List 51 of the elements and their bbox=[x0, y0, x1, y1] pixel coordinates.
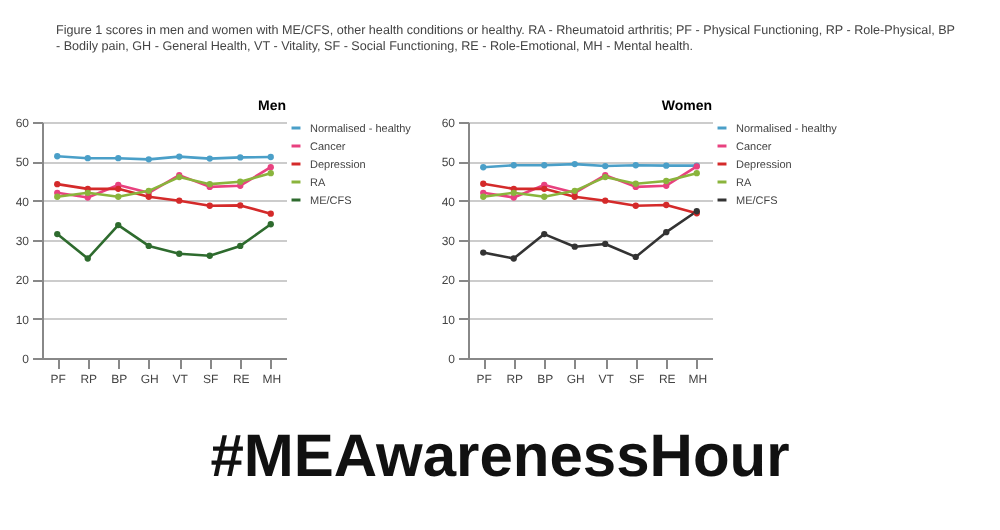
line-series bbox=[480, 180, 700, 217]
point bbox=[206, 202, 213, 209]
point bbox=[145, 156, 152, 163]
point bbox=[115, 193, 122, 200]
point bbox=[176, 153, 183, 160]
text: #MEAwarenessHour bbox=[208, 424, 792, 492]
point bbox=[602, 197, 609, 204]
point bbox=[267, 169, 274, 177]
point bbox=[54, 153, 61, 160]
point bbox=[206, 252, 213, 259]
point bbox=[632, 253, 639, 261]
point bbox=[54, 180, 61, 188]
point bbox=[267, 210, 274, 217]
point bbox=[237, 154, 244, 161]
point bbox=[84, 255, 91, 262]
point bbox=[663, 162, 670, 169]
line-series bbox=[480, 208, 700, 262]
point bbox=[480, 180, 487, 187]
point bbox=[176, 250, 183, 257]
line-series bbox=[480, 169, 700, 200]
point bbox=[693, 169, 700, 177]
point bbox=[602, 162, 609, 170]
point bbox=[267, 164, 274, 171]
point bbox=[541, 230, 548, 238]
point bbox=[115, 155, 122, 162]
line-series bbox=[54, 180, 274, 217]
point bbox=[267, 221, 274, 228]
point bbox=[571, 160, 578, 168]
line-series bbox=[54, 221, 274, 262]
point bbox=[480, 164, 487, 171]
point bbox=[602, 240, 609, 248]
point bbox=[176, 197, 183, 204]
point bbox=[115, 221, 122, 229]
point bbox=[632, 162, 639, 169]
point bbox=[541, 193, 548, 200]
point bbox=[663, 201, 670, 209]
point bbox=[632, 202, 639, 209]
point bbox=[237, 242, 244, 250]
point bbox=[663, 177, 670, 185]
point bbox=[54, 230, 61, 238]
point bbox=[267, 153, 274, 161]
point bbox=[206, 155, 213, 162]
point bbox=[571, 243, 578, 250]
point bbox=[541, 162, 548, 169]
point bbox=[663, 228, 670, 236]
point bbox=[480, 249, 487, 256]
point bbox=[237, 202, 244, 209]
point bbox=[84, 155, 91, 162]
point bbox=[510, 255, 517, 262]
point bbox=[510, 162, 517, 169]
point bbox=[145, 242, 152, 250]
